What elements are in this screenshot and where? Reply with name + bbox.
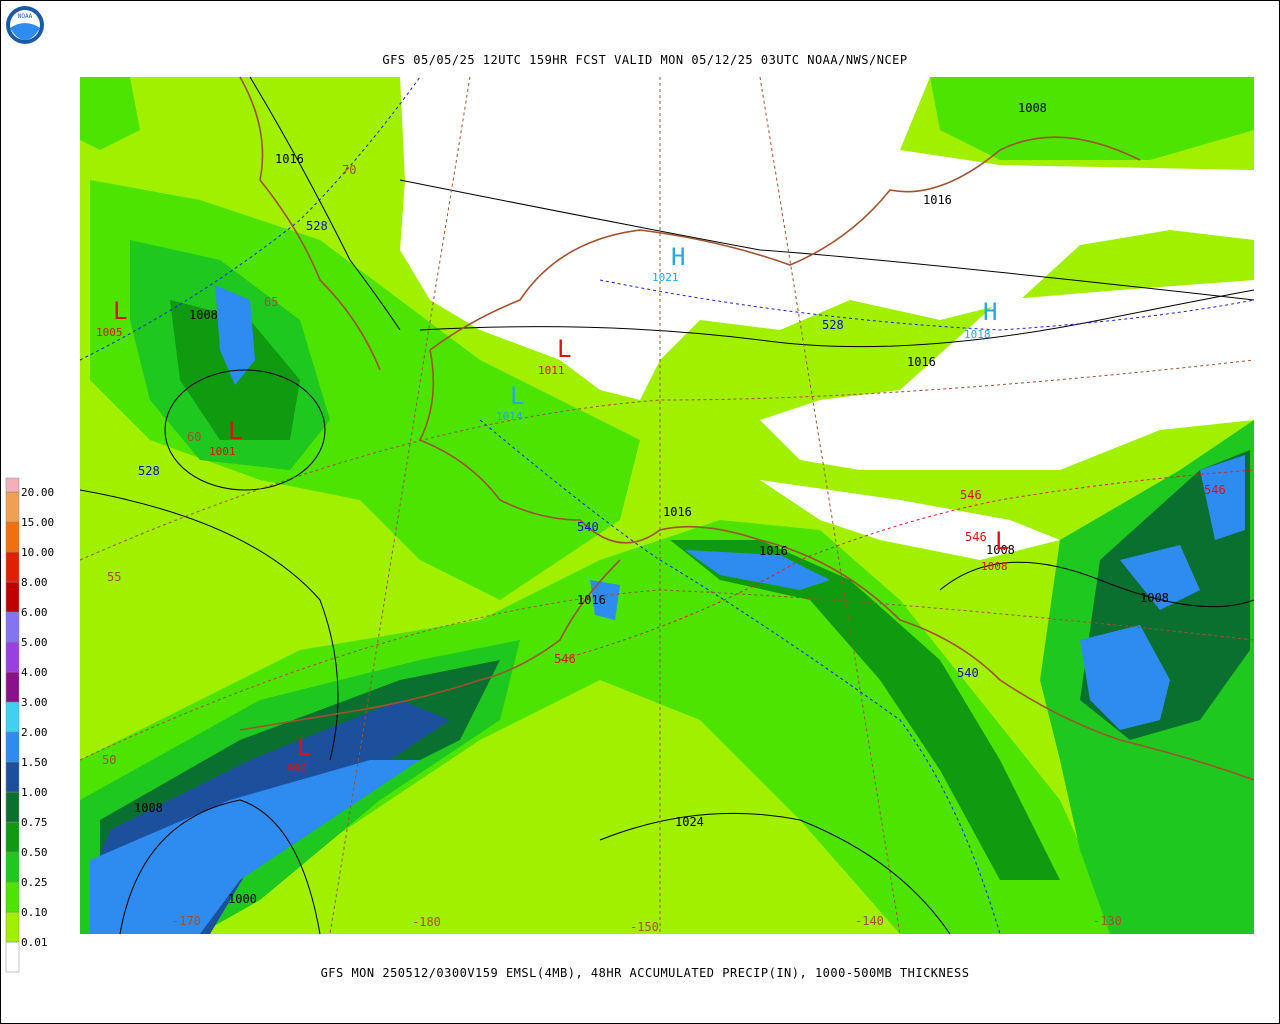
legend-label: 8.00 bbox=[21, 576, 48, 589]
latitude-label: 50 bbox=[102, 753, 116, 767]
thickness-label: 540 bbox=[577, 520, 599, 534]
latitude-label: 55 bbox=[107, 570, 121, 584]
isobar-label: 1008 bbox=[986, 543, 1015, 557]
legend-label: 1.00 bbox=[21, 786, 48, 799]
low-symbol: L bbox=[297, 733, 311, 761]
thickness-label: 528 bbox=[306, 219, 328, 233]
thickness-label: 546 bbox=[965, 530, 987, 544]
legend-swatch bbox=[5, 701, 20, 733]
legend-label: 10.00 bbox=[21, 546, 54, 559]
latitude-label: 60 bbox=[187, 430, 201, 444]
isobar-label: 1016 bbox=[577, 593, 606, 607]
legend-swatch bbox=[5, 911, 20, 943]
precip-legend: 0.01 0.10 0.25 0.50 0.75 1.00 1.50 2.00 3.00 4.00… bbox=[5, 477, 54, 973]
legend-label: 0.01 bbox=[21, 936, 48, 949]
pressure-centers: H 1021 H 1018 L 1005 L 1011 L 1001 L 996… bbox=[96, 243, 1009, 775]
low-value: 1001 bbox=[209, 445, 236, 458]
legend-swatch bbox=[5, 761, 20, 793]
high-value: 1021 bbox=[652, 271, 679, 284]
thickness-label: 546 bbox=[960, 488, 982, 502]
legend-swatch bbox=[5, 477, 20, 493]
low-value: 1014 bbox=[496, 410, 523, 423]
high-value: 1018 bbox=[964, 328, 991, 341]
isobar-labels: 1016 1008 1008 1016 1016 1016 1016 1016 … bbox=[134, 101, 1169, 906]
isobar-label: 1008 bbox=[189, 308, 218, 322]
isobar-label: 1016 bbox=[907, 355, 936, 369]
legend-swatch bbox=[5, 731, 20, 763]
isobar-label: 1008 bbox=[1140, 591, 1169, 605]
latitude-label: 65 bbox=[264, 295, 278, 309]
legend-label: 3.00 bbox=[21, 696, 48, 709]
legend-label: 0.25 bbox=[21, 876, 48, 889]
longitude-label: -180 bbox=[412, 915, 441, 929]
isobar-label: 1024 bbox=[675, 815, 704, 829]
precip-field bbox=[80, 77, 1254, 934]
logo-text: NOAA bbox=[18, 13, 33, 20]
noaa-logo: NOAA bbox=[6, 6, 44, 44]
low-symbol: L bbox=[228, 417, 242, 445]
thickness-label: 528 bbox=[822, 318, 844, 332]
legend-swatch bbox=[5, 881, 20, 913]
low-value: 996 bbox=[287, 762, 307, 775]
high-symbol: H bbox=[671, 243, 685, 271]
legend-swatch bbox=[5, 521, 20, 553]
low-symbol: L bbox=[510, 382, 524, 410]
legend-swatch bbox=[5, 851, 20, 883]
latitude-label: 70 bbox=[342, 163, 356, 177]
geo-labels: 70 65 60 55 50 -170 -180 -150 -140 -130 bbox=[102, 163, 1122, 934]
map-footer: GFS MON 250512/0300V159 EMSL(4MB), 48HR … bbox=[321, 966, 970, 980]
low-symbol: L bbox=[113, 297, 127, 325]
low-value: 1005 bbox=[96, 326, 123, 339]
legend-swatch bbox=[5, 791, 20, 823]
legend-swatch bbox=[5, 941, 20, 973]
low-value: 1008 bbox=[981, 560, 1008, 573]
isobar-label: 1016 bbox=[663, 505, 692, 519]
longitude-label: -150 bbox=[630, 920, 659, 934]
legend-label: 0.10 bbox=[21, 906, 48, 919]
legend-swatch bbox=[5, 491, 20, 523]
high-symbol: H bbox=[983, 298, 997, 326]
legend-swatch bbox=[5, 821, 20, 853]
isobar-label: 1008 bbox=[1018, 101, 1047, 115]
legend-swatch bbox=[5, 581, 20, 613]
legend-swatch bbox=[5, 611, 20, 643]
low-symbol: L bbox=[557, 335, 571, 363]
legend-label: 0.50 bbox=[21, 846, 48, 859]
thickness-label: 540 bbox=[957, 666, 979, 680]
isobar-label: 1000 bbox=[228, 892, 257, 906]
legend-label: 20.00 bbox=[21, 486, 54, 499]
longitude-label: -140 bbox=[855, 914, 884, 928]
legend-label: 4.00 bbox=[21, 666, 48, 679]
coastlines bbox=[239, 76, 1255, 781]
thickness-label: 546 bbox=[554, 652, 576, 666]
low-symbol: L bbox=[995, 527, 1009, 555]
legend-swatch bbox=[5, 671, 20, 703]
low-value: 1011 bbox=[538, 364, 565, 377]
thickness-labels: 528 528 528 540 540 546 546 546 546 bbox=[138, 219, 1226, 680]
map-title: GFS 05/05/25 12UTC 159HR FCST VALID MON … bbox=[382, 53, 907, 67]
contours bbox=[79, 76, 1255, 935]
isobar-label: 1016 bbox=[275, 152, 304, 166]
legend-label: 5.00 bbox=[21, 636, 48, 649]
legend-label: 2.00 bbox=[21, 726, 48, 739]
isobar-label: 1016 bbox=[759, 544, 788, 558]
legend-swatch bbox=[5, 551, 20, 583]
thickness-label: 528 bbox=[138, 464, 160, 478]
thickness-label: 546 bbox=[1204, 483, 1226, 497]
legend-label: 6.00 bbox=[21, 606, 48, 619]
legend-label: 0.75 bbox=[21, 816, 48, 829]
legend-label: 1.50 bbox=[21, 756, 48, 769]
longitude-label: -130 bbox=[1093, 914, 1122, 928]
legend-label: 15.00 bbox=[21, 516, 54, 529]
longitude-label: -170 bbox=[172, 914, 201, 928]
isobar-label: 1008 bbox=[134, 801, 163, 815]
legend-swatch bbox=[5, 641, 20, 673]
isobar-label: 1016 bbox=[923, 193, 952, 207]
